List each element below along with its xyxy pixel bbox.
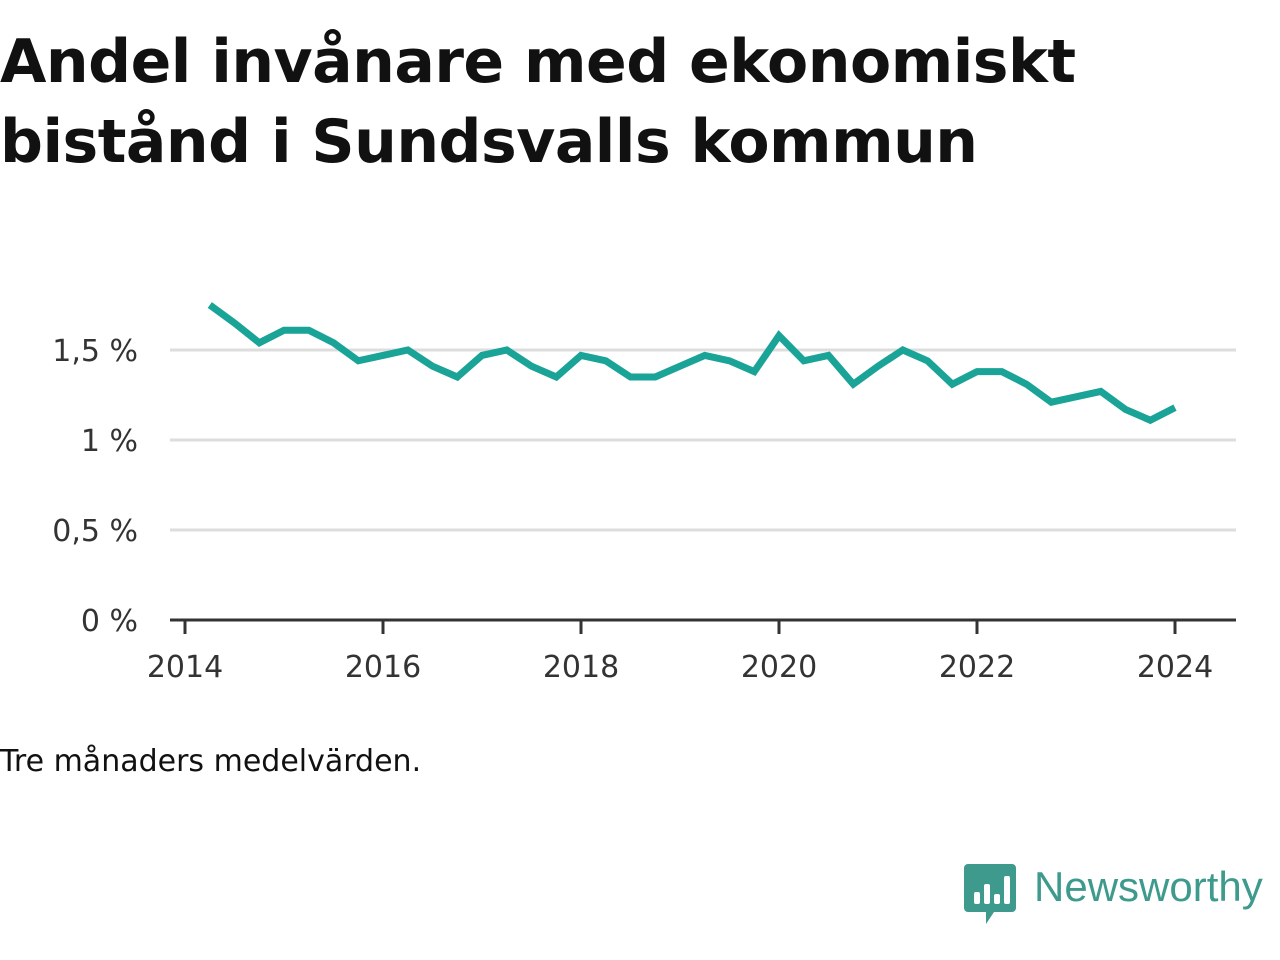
- x-tick-label: 2024: [1137, 650, 1213, 685]
- x-tick-label: 2022: [939, 650, 1015, 685]
- x-tick-label: 2018: [543, 650, 619, 685]
- brand-name: Newsworthy: [1034, 863, 1263, 910]
- line-chart: 0 % 0,5 % 1 % 1,5 % 2014 2016 2018 2020 2022 202…: [52, 302, 1236, 685]
- y-tick-label: 0,5 %: [52, 514, 138, 549]
- y-axis: 0 % 0,5 % 1 % 1,5 %: [52, 334, 138, 639]
- x-tick-label: 2020: [741, 650, 817, 685]
- series-layer: [207, 302, 1177, 425]
- y-tick-label: 1 %: [81, 424, 138, 459]
- x-axis: 2014 2016 2018 2020 2022 2024: [147, 618, 1236, 685]
- grid-lines: [170, 348, 1236, 532]
- x-tick-label: 2014: [147, 650, 223, 685]
- y-tick-label: 0 %: [81, 604, 138, 639]
- chart-note: Tre månaders medelvärden.: [0, 744, 422, 779]
- newsworthy-logo-icon: [964, 864, 1016, 924]
- y-tick-label: 1,5 %: [52, 334, 138, 369]
- x-tick-label: 2016: [345, 650, 421, 685]
- newsworthy-logo[interactable]: Newsworthy: [964, 862, 1280, 928]
- series-line: [207, 302, 1177, 425]
- chart-title: Andel invånare med ekonomiskt bistånd i …: [0, 27, 1076, 177]
